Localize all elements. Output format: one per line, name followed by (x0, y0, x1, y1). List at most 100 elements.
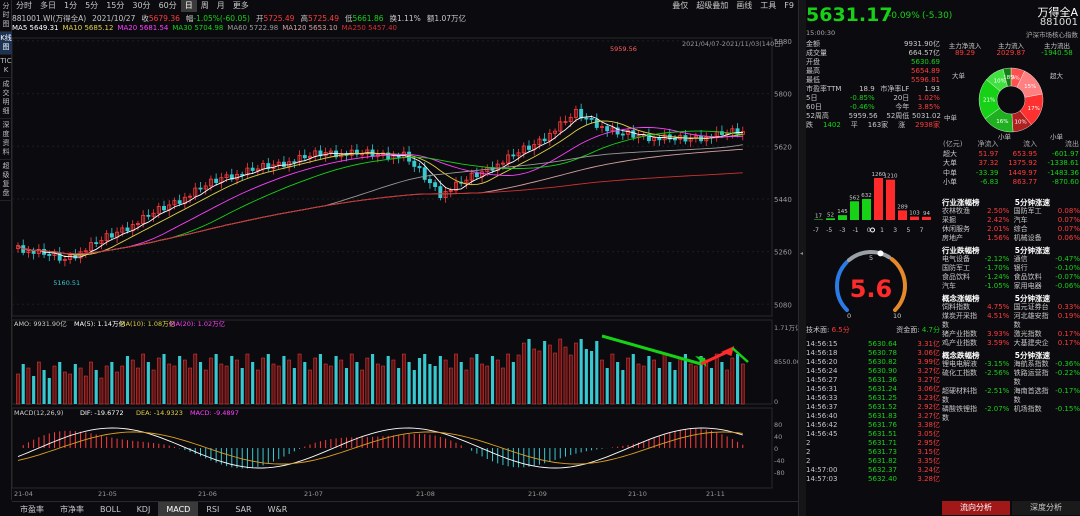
volume-bar (673, 370, 677, 404)
volume-bar (438, 356, 442, 404)
toolbar-action-1[interactable]: 超级叠加 (696, 1, 729, 10)
volume-bar (600, 359, 604, 405)
volume-bar (584, 349, 588, 404)
indicator-tab-5[interactable]: RSI (206, 504, 220, 514)
right-panel: 5631.17 -0.09% (-5.30) 万得全A 881001 15:00… (806, 0, 1080, 516)
period-tab-10[interactable]: 更多 (232, 1, 249, 10)
high-marker-label: 5959.56 (610, 45, 637, 53)
period-tab-3[interactable]: 5分 (85, 1, 99, 10)
index-code: 881001.WI(万得全A) (12, 13, 87, 23)
volume-bar (397, 368, 401, 404)
rank-row[interactable]: 锂电电解液 -3.15% 海航系指数 -0.36% (942, 360, 1080, 368)
period-tab-4[interactable]: 15分 (106, 1, 125, 10)
flow-row: 小单 -6.83 863.77 -870.60 (943, 178, 1079, 186)
rank-row[interactable]: 电气设备 -2.12% 通信 -0.47% (942, 255, 1080, 263)
gauge-arc (835, 260, 849, 313)
volume-bar (146, 362, 150, 404)
tick-row: 2 5631.71 2.95亿 (806, 439, 940, 447)
period-tab-2[interactable]: 1分 (64, 1, 78, 10)
period-tab-1[interactable]: 多日 (40, 1, 56, 10)
kline-chart[interactable]: 5980 5800 5620 5440 5260 5080 2021/04/07-2021/… (12, 34, 798, 501)
scrollbar[interactable]: ◂ (798, 0, 806, 516)
toolbar-action-0[interactable]: 叠仅 (672, 1, 689, 10)
toolbar-action-4[interactable]: F9 (784, 1, 794, 10)
period-tab-5[interactable]: 30分 (132, 1, 151, 10)
rank-row[interactable]: 超硬材料指数 -2.51% 海南首选指数 -0.17% (942, 387, 1080, 404)
indicator-tab-1[interactable]: 市净率 (60, 504, 84, 514)
rank-row[interactable]: 磷酸铁锂指数 -2.07% 机场指数 -0.15% (942, 405, 1080, 422)
ma-line (17, 172, 743, 255)
volume-bar (183, 359, 187, 405)
rank-row[interactable]: 休闲服务 2.01% 综合 0.07% (942, 225, 1080, 233)
tick-row: 14:56:20 5630.82 3.99亿 (806, 358, 940, 366)
volume-bar (464, 369, 469, 405)
rank-row[interactable]: 食品饮料 -1.24% 食品饮料 -0.07% (942, 273, 1080, 281)
candle-body (308, 155, 312, 159)
rank-section: 概念涨幅榜 5分钟涨速 饲料指数 4.75% 国元证券台 0.33% 煤炭开采指数 4.51%… (942, 294, 1080, 348)
indicator-tab-4[interactable]: MACD (158, 501, 199, 516)
volume-bar (610, 353, 615, 405)
candle-body (537, 138, 542, 145)
volume-bar (334, 356, 338, 404)
indicator-tab-0[interactable]: 市盈率 (20, 504, 44, 514)
volume-bar (73, 364, 77, 404)
period-tab-6[interactable]: 60分 (158, 1, 177, 10)
right-tab-0[interactable]: 流向分析 (942, 501, 1010, 515)
indicator-tab-3[interactable]: KDJ (136, 504, 151, 514)
close-value: 5679.36 (148, 13, 180, 23)
rank-row[interactable]: 汽车 -1.05% 家用电器 -0.06% (942, 282, 1080, 290)
collapse-arrow-icon[interactable]: ◂ (800, 250, 804, 257)
x-tick-label: 21-05 (98, 490, 117, 498)
sidebar-tab-3[interactable]: 成交明细 (0, 78, 12, 119)
right-tab-1[interactable]: 深度分析 (1012, 501, 1080, 515)
sidebar-tab-0[interactable]: 分时图 (0, 0, 12, 32)
period-tab-7[interactable]: 日 (180, 0, 197, 12)
volume-bar (590, 351, 594, 404)
dist-bar (838, 215, 847, 220)
indicator-tab-6[interactable]: SAR (235, 504, 252, 514)
sidebar-tab-5[interactable]: 超级复盘 (0, 160, 12, 201)
rank-row[interactable]: 农林牧渔 2.50% 国防军工 0.08% (942, 207, 1080, 215)
tick-row: 14:56:15 5630.64 3.31亿 (806, 340, 940, 348)
volume-bar (595, 341, 599, 404)
sidebar-tab-1[interactable]: K线图 (0, 32, 12, 55)
period-tabs: 分时 多日 1分 5分 15分 30分 60分日周月更多 (12, 0, 253, 12)
volume-bar (125, 356, 130, 404)
rank-row[interactable]: 硫化工指数 -2.56% 铁路运营指数 -0.22% (942, 369, 1080, 386)
candle-body (610, 127, 615, 132)
rank-row[interactable]: 国防军工 -1.70% 银行 -0.10% (942, 264, 1080, 272)
indicator-tab-2[interactable]: BOLL (100, 504, 121, 514)
volume-bar (42, 370, 46, 404)
low-marker-label: 5160.51 (53, 279, 80, 287)
toolbar-action-3[interactable]: 工具 (760, 1, 777, 10)
rank-row[interactable]: 房地产 1.56% 机械设备 0.06% (942, 234, 1080, 242)
sidebar-tab-2[interactable]: TICK (0, 55, 12, 78)
candle-body (302, 155, 307, 159)
rank-row[interactable]: 采掘 2.42% 汽车 0.07% (942, 216, 1080, 224)
stat2-row: 市盈率TTM 18.9 市净率LF 1.93 (806, 85, 940, 93)
indicator-tab-7[interactable]: W&R (267, 504, 288, 514)
candle-body (276, 161, 281, 166)
volume-bar (459, 362, 463, 404)
period-tab-9[interactable]: 月 (216, 1, 225, 10)
gauge-max: 10 (893, 312, 901, 320)
dist-bar (910, 216, 919, 220)
candle-body (120, 227, 125, 233)
volume-bar (282, 356, 286, 404)
volume-bar (647, 356, 651, 404)
gauge-arc (889, 257, 907, 313)
candle-body (89, 242, 93, 252)
rank-row[interactable]: 鸡产业指数 3.59% 大基建央企 0.17% (942, 339, 1080, 347)
rank-row[interactable]: 饲料指数 4.75% 国元证券台 0.33% (942, 303, 1080, 311)
volume-bar (626, 357, 630, 405)
rank-row[interactable]: 猪产业指数 3.93% 激光指数 0.17% (942, 330, 1080, 338)
toolbar-action-2[interactable]: 画线 (736, 1, 753, 10)
tick-list[interactable]: 14:56:15 5630.64 3.31亿 14:56:18 5630.78 3.06亿… (806, 340, 940, 502)
stat2-row: 60日 -0.46% 今年 3.85% (806, 103, 940, 111)
dist-x-label: -5 (826, 227, 832, 234)
rank-row[interactable]: 煤炭开采指数 4.51% 河北雄安指数 0.19% (942, 312, 1080, 329)
period-tab-8[interactable]: 周 (200, 1, 209, 10)
quote-info-line: 881001.WI(万得全A) 2021/10/27 收5679.36 幅-1.… (12, 13, 467, 23)
sidebar-tab-4[interactable]: 深度资料 (0, 119, 12, 160)
period-tab-0[interactable]: 分时 (16, 1, 32, 10)
